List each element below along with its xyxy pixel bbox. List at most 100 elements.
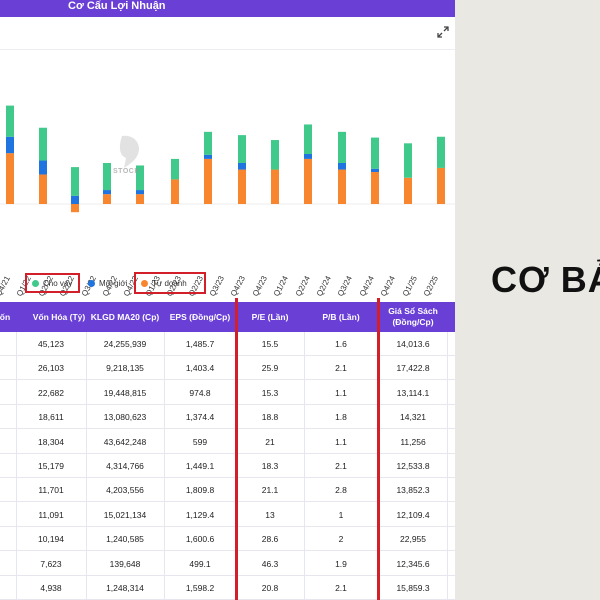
bar-segment[interactable] xyxy=(39,127,47,161)
bar-segment[interactable] xyxy=(238,135,246,163)
bar-segment[interactable] xyxy=(437,136,445,168)
col-header[interactable]: P/B (Lần) xyxy=(322,311,360,322)
table-cell: 28.6 xyxy=(261,534,279,545)
col-header[interactable]: ốn xyxy=(0,311,11,322)
bar-segment[interactable] xyxy=(103,190,111,195)
bar-segment[interactable] xyxy=(304,124,312,154)
legend-cho-vay[interactable]: Cho vay xyxy=(25,272,81,294)
table-cell: 11,091 xyxy=(38,509,64,520)
table-row[interactable]: 7,623 139,648 499.1 46.3 1.9 12,345.6 xyxy=(0,552,455,576)
table-row[interactable]: 22,682 19,448,815 974.8 15.3 1.1 13,114.1 xyxy=(0,381,455,405)
table-cell: 21 xyxy=(265,436,275,447)
bar-segment[interactable] xyxy=(238,169,246,204)
table-row[interactable]: 18,611 13,080,623 1,374.4 18.8 1.8 14,321 xyxy=(0,405,455,430)
expand-icon[interactable] xyxy=(437,26,449,38)
table-cell: 12,109.4 xyxy=(396,509,430,520)
col-header[interactable]: EPS (Đồng/Cp) xyxy=(169,311,231,322)
legend-moi-gioi[interactable]: Môi giới xyxy=(88,272,127,294)
bar-segment[interactable] xyxy=(136,165,144,191)
bar-segment[interactable] xyxy=(437,167,445,204)
bar-segment[interactable] xyxy=(404,143,412,178)
table-cell: 1,129.4 xyxy=(185,509,215,520)
bar-segment[interactable] xyxy=(404,177,412,204)
table-cell: 7,623 xyxy=(40,558,62,569)
bar-segment[interactable] xyxy=(71,167,79,196)
table-row[interactable]: 18,304 43,642,248 599 21 1.1 11,256 xyxy=(0,430,455,454)
table-cell: 13,080,623 xyxy=(103,412,147,423)
table-cell: 2.1 xyxy=(335,461,347,471)
profit-structure-panel: Cơ Cấu Lợi Nhuận STOCK Q4/21 Q1/22 Q2/22 Q2… xyxy=(0,0,455,600)
bar-segment[interactable] xyxy=(371,172,379,204)
col-header[interactable]: Vốn Hóa (Tỷ) xyxy=(32,311,86,322)
table-cell: 4,938 xyxy=(40,583,62,593)
table-row[interactable]: 26,103 9,218,135 1,403.4 25.9 2.1 17,422.8 xyxy=(0,356,455,381)
highlight-line-right xyxy=(377,298,380,600)
bar-segment[interactable] xyxy=(371,137,379,169)
table-row[interactable]: 4,938 1,248,314 1,598.2 20.8 2.1 15,859.3 xyxy=(0,576,455,600)
table-cell: 14,321 xyxy=(400,412,426,423)
col-header[interactable]: P/E (Lần) xyxy=(251,311,289,322)
bar-segment[interactable] xyxy=(304,158,312,204)
table-cell: 2.1 xyxy=(335,363,347,374)
bar-segment[interactable] xyxy=(71,204,79,213)
table-cell: 1 xyxy=(338,509,344,520)
bar-segment[interactable] xyxy=(204,158,212,204)
column-divider xyxy=(164,332,165,600)
bar-segment[interactable] xyxy=(39,160,47,175)
bar-segment[interactable] xyxy=(103,163,111,191)
bar-segment[interactable] xyxy=(39,174,47,204)
table-cell: 15,179 xyxy=(38,461,64,471)
col-header[interactable]: Giá Sổ Sách (Đồng/Cp) xyxy=(388,306,438,327)
table-cell: 17,422.8 xyxy=(396,363,430,374)
table-cell: 4,203,556 xyxy=(106,485,144,496)
bar-segment[interactable] xyxy=(171,179,179,204)
panel-title: Cơ Cấu Lợi Nhuận xyxy=(0,0,455,17)
legend-label: Môi giới xyxy=(99,278,128,288)
bar-segment[interactable] xyxy=(304,153,312,159)
table-row[interactable]: 45,123 24,255,939 1,485.7 15.5 1.6 14,013.6 xyxy=(0,332,455,356)
table-cell: 15,859.3 xyxy=(396,583,430,593)
bar-segment[interactable] xyxy=(6,105,14,137)
table-cell: 12,533.8 xyxy=(396,461,430,471)
table-cell: 14,013.6 xyxy=(396,339,430,349)
bar-segment[interactable] xyxy=(338,169,346,204)
bar-segment[interactable] xyxy=(6,153,14,204)
bar-segment[interactable] xyxy=(371,168,379,173)
table-row[interactable]: 10,194 1,240,585 1,600.6 28.6 2 22,955 xyxy=(0,527,455,552)
table-row[interactable]: 11,701 4,203,556 1,809.8 21.1 2.8 13,852.3 xyxy=(0,478,455,503)
table-cell: 18,611 xyxy=(38,412,64,423)
table-cell: 1,449.1 xyxy=(185,461,215,471)
table-row[interactable]: 15,179 4,314,766 1,449.1 18.3 2.1 12,533.8 xyxy=(0,454,455,478)
tu-doanh-dot-icon xyxy=(141,279,148,287)
table-cell: 599 xyxy=(192,436,208,447)
bar-segment[interactable] xyxy=(204,154,212,159)
col-header[interactable]: KLGD MA20 (Cp) xyxy=(90,311,160,322)
bar-segment[interactable] xyxy=(103,194,111,204)
bar-segment[interactable] xyxy=(71,195,79,204)
table-cell: 11,256 xyxy=(400,436,426,447)
column-divider xyxy=(86,332,87,600)
table-cell: 1,598.2 xyxy=(185,583,215,593)
table-cell: 24,255,939 xyxy=(103,339,147,349)
column-divider xyxy=(304,332,305,600)
bar-segment[interactable] xyxy=(338,163,346,170)
table-cell: 2.8 xyxy=(335,485,347,496)
bar-segment[interactable] xyxy=(338,131,346,163)
table-cell: 13,852.3 xyxy=(396,485,430,496)
table-row[interactable]: 11,091 15,021,134 1,129.4 13 1 12,109.4 xyxy=(0,503,455,527)
bar-segment[interactable] xyxy=(136,194,144,204)
bar-segment[interactable] xyxy=(136,190,144,195)
table-cell: 10,194 xyxy=(38,534,64,545)
bar-segment[interactable] xyxy=(204,131,212,155)
legend-tu-doanh[interactable]: Tự doanh xyxy=(134,272,206,294)
table-cell: 22,955 xyxy=(400,534,426,545)
bar-segment[interactable] xyxy=(271,169,279,204)
bar-segment[interactable] xyxy=(238,163,246,170)
table-cell: 13,114.1 xyxy=(396,387,430,398)
bar-segment[interactable] xyxy=(271,140,279,170)
table-cell: 1.8 xyxy=(335,412,347,423)
bar-segment[interactable] xyxy=(171,158,179,180)
table-cell: 1,600.6 xyxy=(185,534,215,545)
bar-segment[interactable] xyxy=(6,136,14,154)
table-cell: 43,642,248 xyxy=(103,436,147,447)
